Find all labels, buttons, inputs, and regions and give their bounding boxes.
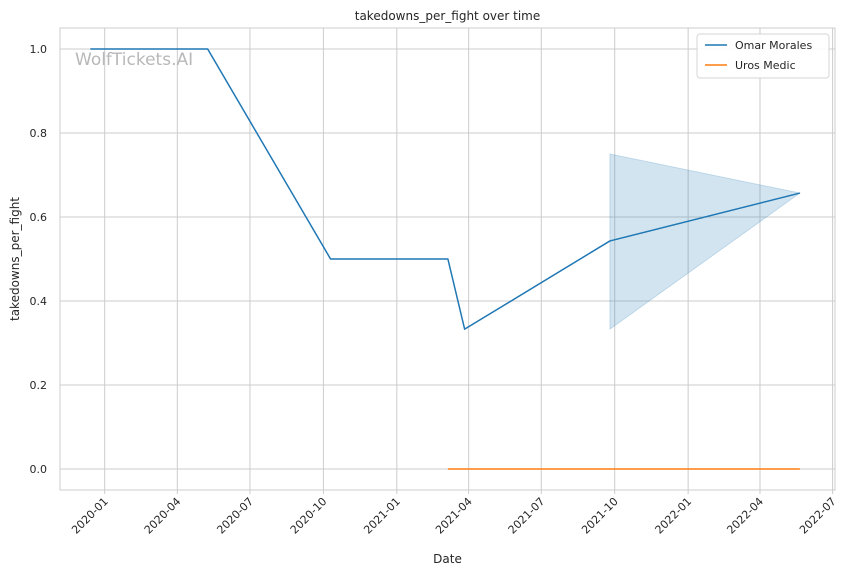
- x-tick-labels: 2020-01 2020-04 2020-07 2020-10 2021-01 2021-…: [69, 490, 839, 537]
- x-tick-label: 2022-04: [724, 495, 766, 537]
- x-tick-label: 2021-07: [506, 495, 548, 537]
- legend-entry: Uros Medic: [735, 59, 796, 72]
- y-tick-label: 0.6: [30, 211, 48, 224]
- chart-title: takedowns_per_fight over time: [355, 9, 541, 23]
- y-tick-label: 0.4: [30, 295, 48, 308]
- confidence-bands: [609, 153, 802, 331]
- x-tick-label: 2022-01: [653, 495, 695, 537]
- y-tick-labels: 0.0 0.2 0.4 0.6 0.8 1.0: [30, 43, 48, 476]
- watermark: WolfTickets.AI: [75, 50, 193, 70]
- x-tick-label: 2021-10: [579, 495, 621, 537]
- y-tick-label: 0.2: [30, 379, 48, 392]
- y-axis-label: takedowns_per_fight: [8, 197, 22, 321]
- x-tick-label: 2022-07: [797, 495, 839, 537]
- y-tick-label: 0.0: [30, 463, 48, 476]
- y-tick-label: 1.0: [30, 43, 48, 56]
- legend: Omar Morales Uros Medic: [696, 33, 830, 79]
- series-lines: [90, 48, 801, 470]
- y-tick-label: 0.8: [30, 127, 48, 140]
- legend-entry: Omar Morales: [735, 39, 812, 52]
- x-tick-label: 2021-01: [361, 495, 403, 537]
- x-tick-label: 2020-04: [142, 495, 184, 537]
- x-tick-label: 2020-07: [214, 495, 256, 537]
- plot-frame: [59, 27, 836, 491]
- x-tick-label: 2020-01: [69, 495, 111, 537]
- legend-frame: [696, 33, 830, 79]
- confidence-band: [609, 153, 802, 331]
- grid-lines: [60, 28, 835, 490]
- x-tick-label: 2020-10: [288, 495, 330, 537]
- x-tick-label: 2021-04: [433, 495, 475, 537]
- x-axis-label: Date: [433, 552, 462, 566]
- series-line: [90, 48, 801, 330]
